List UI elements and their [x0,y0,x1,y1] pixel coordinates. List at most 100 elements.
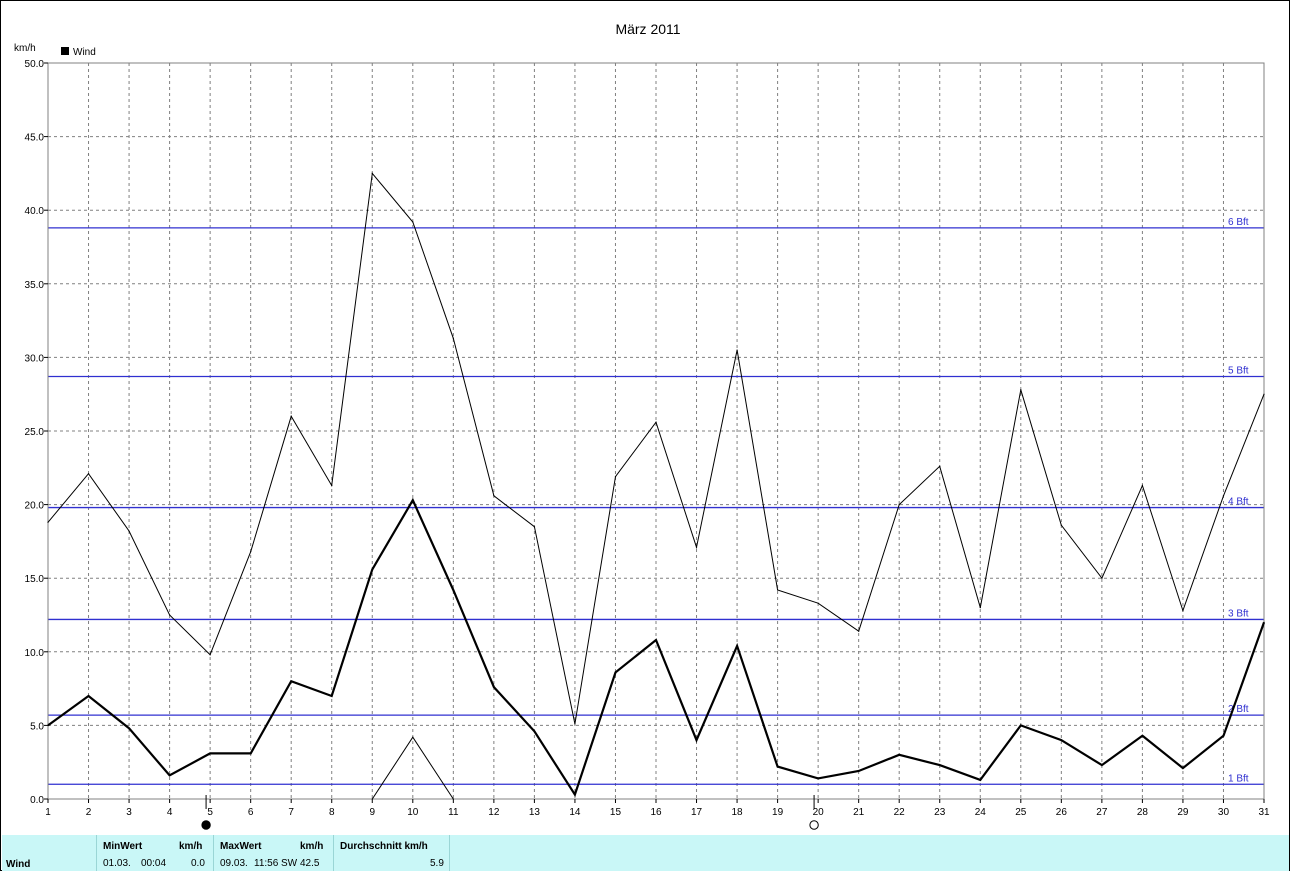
x-tick-label: 7 [288,807,294,818]
beaufort-label: 2 Bft [1228,704,1249,715]
data-point-average [939,764,941,766]
x-tick-label: 5 [207,807,213,818]
average-value-cell: Durchschnitt km/h 5.9 [333,835,450,871]
data-point-average [331,695,333,697]
data-series [47,172,1266,800]
data-point-average [87,695,90,697]
y-tick-label: 0.0 [30,795,44,806]
x-tick-label: 10 [407,807,419,818]
data-point-maximum [371,172,373,174]
min-value: 0.0 [191,858,205,869]
beaufort-label: 4 Bft [1228,497,1249,508]
y-tick-label: 45.0 [25,133,45,144]
x-tick-label: 22 [894,807,906,818]
beaufort-lines: 1 Bft 2 Bft 3 Bft 4 Bft 5 Bft 6 Bft [48,217,1264,785]
y-tick-label: 5.0 [30,721,44,732]
data-point-maximum [331,484,333,487]
full-moon-icon [809,820,819,830]
y-axis-unit-label: km/h [14,43,36,54]
x-tick-label: 17 [691,807,703,818]
wind-chart: März 2011 km/h Wind 1 Bft 2 Bft 3 Bft 4 Bft… [14,21,1270,830]
data-point-average [1222,735,1225,737]
data-point-maximum [209,654,211,656]
x-tick-label: 29 [1177,807,1189,818]
data-point-maximum [939,465,941,467]
data-point-average [655,639,657,641]
x-tick-label: 13 [529,807,541,818]
data-point-maximum [736,349,738,351]
data-point-average [736,645,738,647]
data-point-maximum [1101,577,1103,579]
y-tick-label: 50.0 [25,59,45,70]
stats-row-label: Wind [6,859,31,870]
x-tick-label: 27 [1096,807,1108,818]
data-point-average [898,754,900,756]
beaufort-label: 6 Bft [1228,217,1249,228]
x-tick-label: 24 [975,807,987,818]
x-tick-label: 23 [934,807,946,818]
data-point-average [47,724,49,727]
data-point-average [533,730,536,732]
legend-label-wind: Wind [73,47,96,58]
x-tick-label: 25 [1015,807,1027,818]
max-direction: SW [281,858,298,869]
legend-swatch [61,47,69,55]
y-tick-label: 15.0 [25,574,45,585]
data-point-maximum [47,521,49,523]
beaufort-label: 3 Bft [1228,608,1249,619]
x-tick-label: 26 [1056,807,1068,818]
data-point-maximum [169,614,171,616]
min-unit-header: km/h [179,841,203,852]
data-point-average [817,777,819,779]
grid [48,63,1264,799]
data-point-maximum [858,630,860,632]
x-tick-label: 8 [329,807,335,818]
data-point-maximum [412,221,414,223]
data-point-maximum [1060,524,1062,526]
min-date: 01.03. [103,858,131,869]
data-point-average [493,686,495,688]
y-tick-label: 20.0 [25,501,45,512]
data-point-average [1182,767,1184,769]
data-point-maximum [290,415,292,417]
y-tick-label: 25.0 [25,427,45,438]
y-tick-label: 35.0 [25,280,45,291]
data-point-maximum [493,495,495,497]
max-value: 42.5 [300,858,320,869]
x-tick-label: 2 [86,807,92,818]
data-point-average [1060,739,1062,741]
moon-phases [201,795,819,830]
x-tick-label: 20 [813,807,825,818]
avg-value: 5.9 [430,858,444,869]
data-point-average [777,766,779,768]
data-point-maximum [250,551,252,553]
x-tick-label: 14 [569,807,581,818]
data-point-maximum [1182,609,1184,612]
avg-header: Durchschnitt km/h [340,841,428,852]
data-point-maximum [979,607,981,609]
data-point-maximum [695,546,698,548]
data-point-maximum [1263,393,1265,395]
x-tick-label: 16 [650,807,662,818]
max-unit-header: km/h [300,841,324,852]
data-point-average [1263,621,1265,623]
data-point-minimum [412,736,414,738]
x-axis-ticks: 1 2 3 4 5 6 7 8 9 10 11 12 13 14 15 16 17 18 19 20 21 22 23 24 2… [45,799,1270,818]
data-point-average [695,739,698,741]
x-tick-label: 28 [1137,807,1149,818]
min-header: MinWert [103,841,143,852]
data-point-maximum [87,473,90,475]
data-point-maximum [817,602,819,604]
y-tick-label: 30.0 [25,353,45,364]
chart-title: März 2011 [615,21,680,37]
max-time: 11:56 [254,858,279,869]
data-point-average [250,752,252,754]
data-point-average [412,499,414,501]
data-point-average [169,774,171,777]
data-point-minimum [452,798,454,800]
data-point-average [371,568,373,570]
data-point-maximum [777,589,779,591]
data-point-average [858,770,860,772]
statistics-bar: Wind MinWert km/h 01.03. 00:04 0.0 MaxWe… [2,835,1289,871]
data-point-maximum [1141,484,1143,487]
